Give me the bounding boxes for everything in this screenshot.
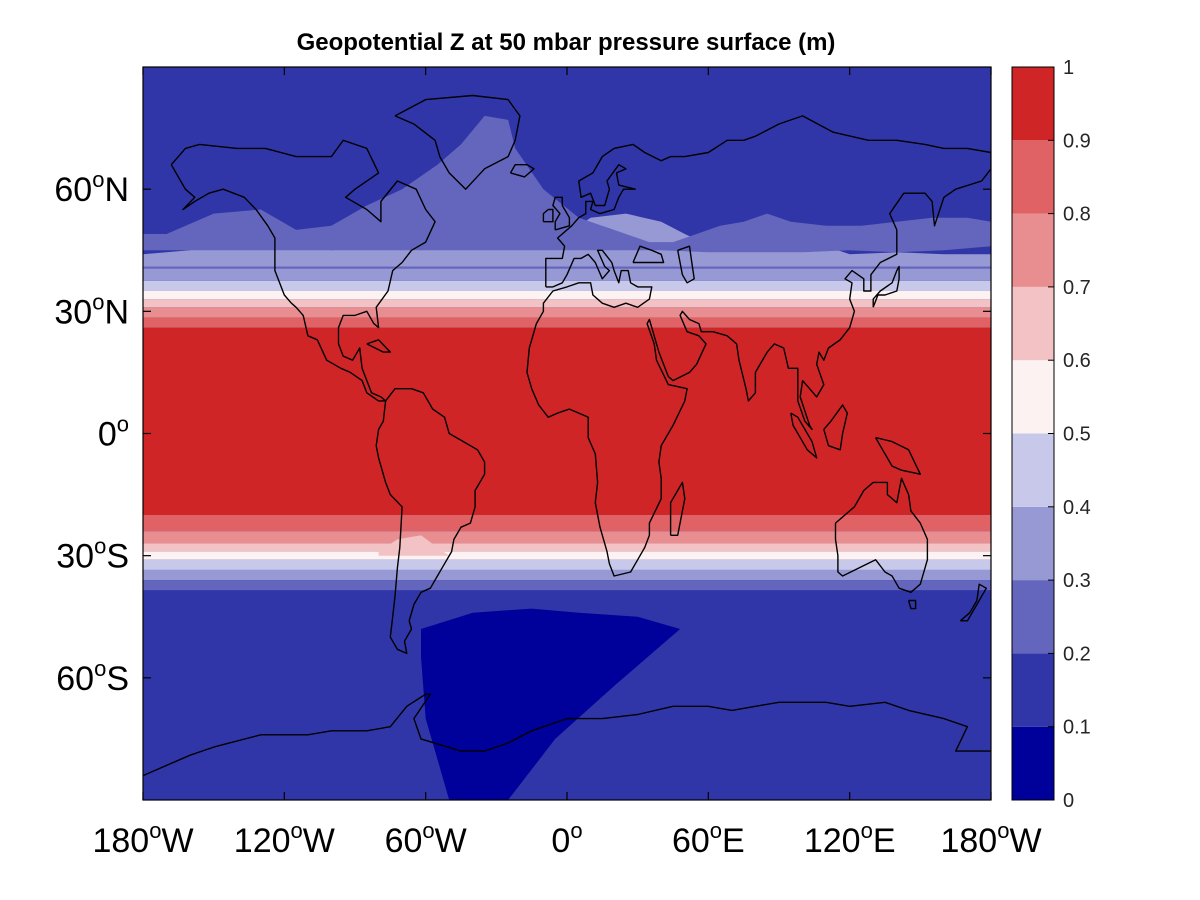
colorbar-tick-label: 0.7 [1063,277,1091,299]
coastline-japan [872,265,900,308]
coastline-australia [834,477,929,593]
coastline-south-america [375,388,486,655]
y-tick-label: 0o [98,412,129,454]
colorbar-swatch [1012,67,1054,141]
colorbar-swatch [1012,286,1054,361]
coastline-tasmania [907,599,917,610]
field-band [143,569,991,581]
axis-ticks [142,67,992,800]
colorbar-swatch [1012,506,1054,581]
colorbar-tick-label: 1 [1063,57,1074,79]
coastline-north-america [170,139,436,402]
x-tick-label: 120oW [234,818,335,860]
colorbar-tick-label: 0.1 [1063,717,1091,739]
x-tick-label: 180oW [92,818,193,860]
colorbar-swatch [1012,433,1054,507]
coastline-black-sea [632,245,665,264]
y-tick-label: 60oS [56,656,129,698]
coastline-iceland [509,164,535,178]
coastline-borneo [823,404,848,451]
colorbar-tick-label: 0.2 [1063,643,1091,665]
coastline-caspian [677,245,695,284]
field-band [143,327,991,515]
field-band [143,580,991,591]
field-band [143,307,991,318]
x-tick-label: 0o [551,818,582,860]
colorbar-swatch [1012,580,1054,654]
longitude-tick-labels: 180oW 120oW 60oW 0o 60oE 120oE 180oW [92,818,1041,860]
y-tick-label: 30oS [56,534,129,576]
x-tick-label: 180oW [940,818,1041,860]
field-band [143,280,991,291]
colorbar-swatch [1012,653,1054,727]
figure-title: Geopotential Z at 50 mbar pressure surfa… [297,29,836,56]
coastline-sumatra [790,412,818,459]
field-band [143,317,991,328]
colorbar-tick-label: 0.9 [1063,130,1091,152]
colorbar-swatch [1012,360,1054,434]
field-minimum-region [421,608,681,800]
field-band [143,543,991,552]
coastline-new-guinea [874,436,921,475]
colorbar-tick-label: 0.5 [1063,424,1091,446]
coastline-new-zealand [959,583,987,622]
coastline-greenland [394,94,521,190]
coastline-cuba [366,339,391,353]
coastline-ireland [542,208,554,223]
field-southern-bulge [378,535,450,556]
coastline-british-isles [552,196,571,231]
colorbar-tick-label: 0 [1063,790,1074,812]
colorbar-swatch [1012,726,1054,800]
field-band [143,531,991,544]
field-band [143,290,991,300]
latitude-tick-labels: 60oN 30oN 0o 30oS 60oS [54,167,129,698]
colorbar-swatch [1012,213,1054,287]
coastline-eurasia [526,115,991,577]
colorbar-tick-label: 0.4 [1063,497,1091,519]
field-band [143,299,991,308]
coastline-antarctica [143,693,991,777]
x-tick-label: 120oE [804,818,896,860]
colorbar-swatch [1012,140,1054,214]
coastlines [143,94,991,777]
field-band [143,559,991,570]
y-tick-label: 60oN [54,167,129,209]
field-band [143,551,991,560]
colorbar: 0 0.1 0.2 0.3 0.4 0.5 0.6 0.7 0.8 0.9 1 [1011,57,1091,812]
field-band [143,514,991,532]
colorbar-tick-label: 0.8 [1063,204,1091,226]
geopotential-field [143,67,991,800]
x-tick-label: 60oW [385,818,467,860]
coastline-madagascar [669,481,686,536]
colorbar-tick-label: 0.6 [1063,350,1091,372]
y-tick-label: 30oN [54,289,129,331]
field-polar-lobes [143,115,991,253]
x-tick-label: 60oE [672,818,745,860]
colorbar-tick-label: 0.3 [1063,570,1091,592]
